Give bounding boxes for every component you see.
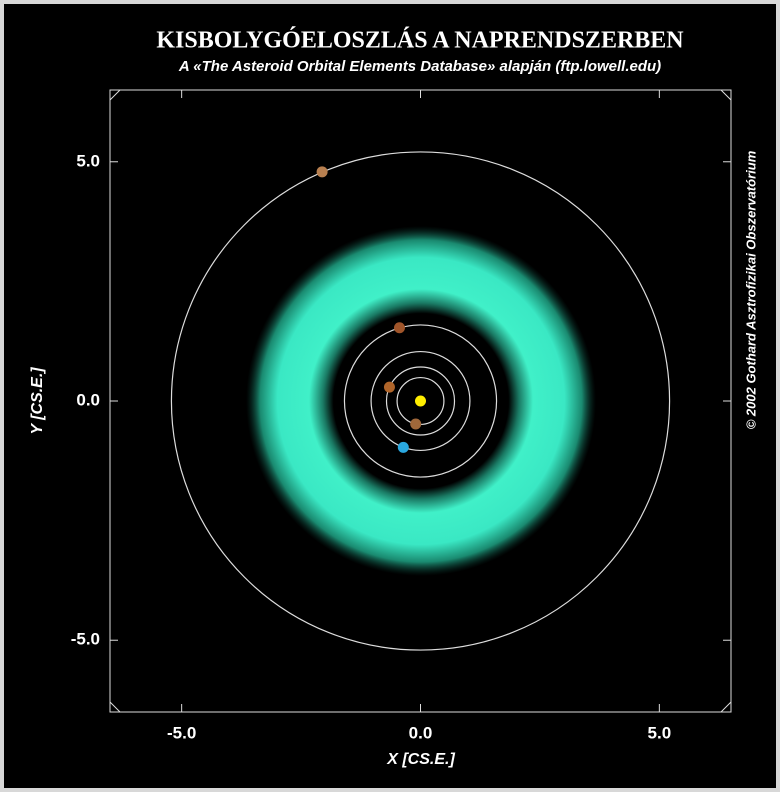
x-axis-label: X [CS.E.] (386, 751, 455, 768)
y-tick-label: 5.0 (76, 151, 100, 170)
planet (383, 381, 395, 393)
orbit (343, 324, 498, 478)
chart-subtitle: A «The Asteroid Orbital Elements Databas… (178, 58, 661, 75)
orbit (370, 350, 471, 452)
orbit (170, 151, 671, 651)
planet (415, 395, 426, 407)
chart-title: KISBOLYGÓELOSZLÁS A NAPRENDSZERBEN (156, 27, 684, 54)
y-tick-label: 0.0 (76, 390, 100, 409)
planet (316, 166, 328, 178)
y-axis-label: Y [CS.E.] (29, 367, 46, 435)
frame-corners (109, 89, 732, 713)
planet (393, 322, 405, 334)
x-tick-label: 5.0 (648, 723, 672, 742)
credit: © 2002 Gothard Asztrofizikai Obszervatór… (743, 150, 758, 429)
y-tick-label: -5.0 (71, 630, 100, 649)
planet (410, 418, 422, 430)
x-tick-label: -5.0 (167, 723, 196, 742)
x-tick-label: 0.0 (409, 723, 433, 742)
planet (397, 441, 409, 453)
orbit (385, 366, 456, 436)
